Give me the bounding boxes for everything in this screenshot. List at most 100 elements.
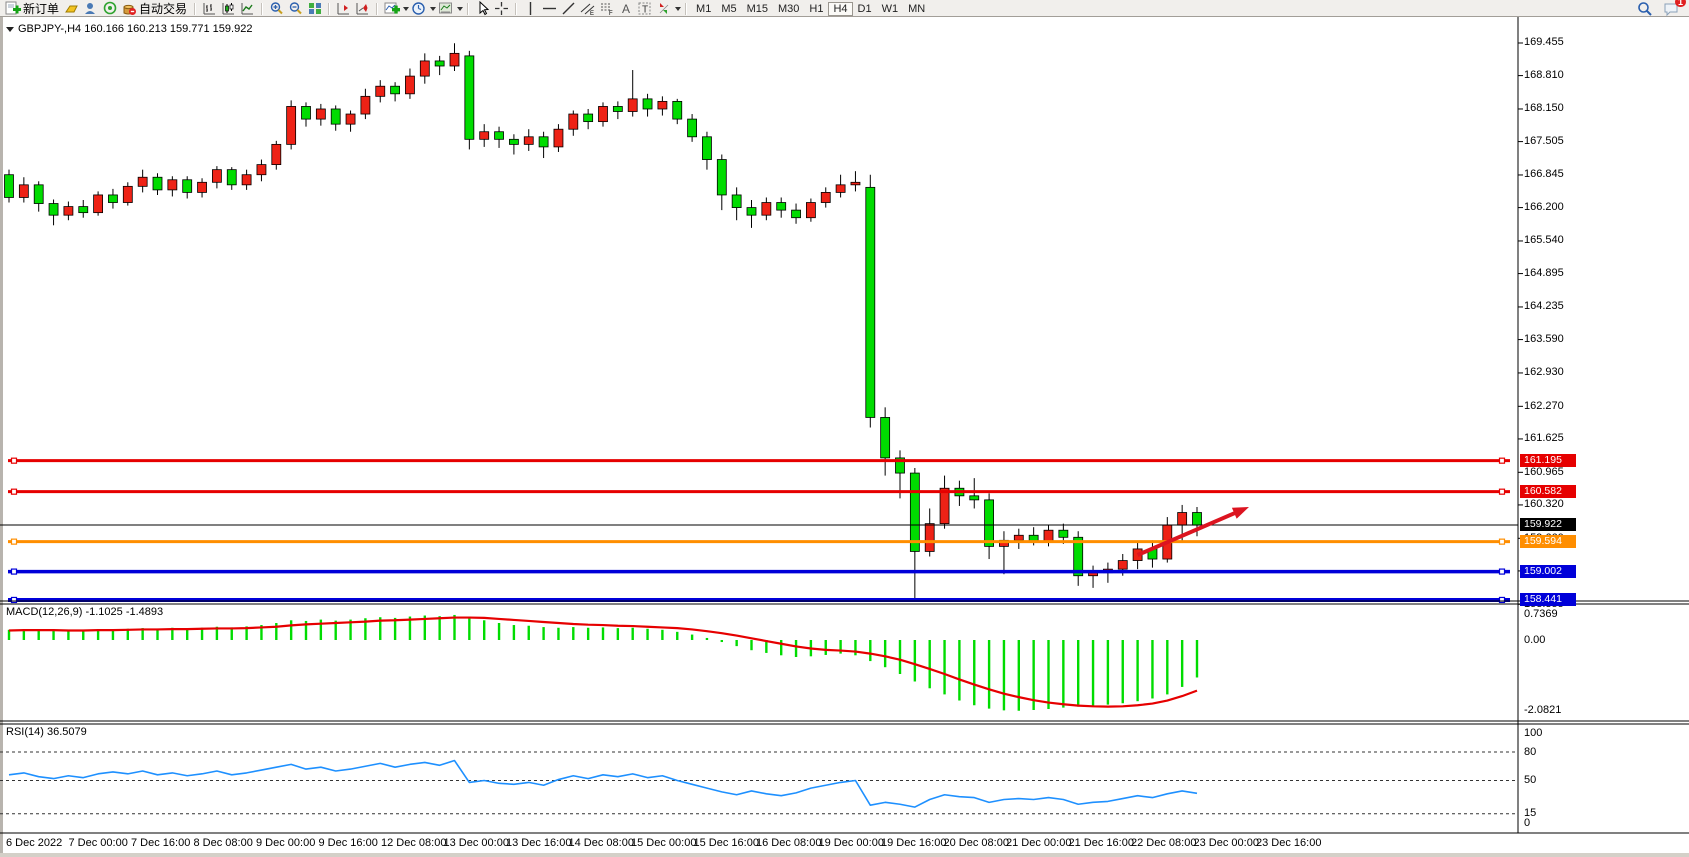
candle-body (1192, 512, 1202, 526)
periods-caret[interactable] (430, 6, 437, 11)
level-line-anchor[interactable] (10, 457, 18, 464)
timeframe-MN[interactable]: MN (908, 2, 926, 15)
arrow-annotation[interactable] (1136, 506, 1249, 557)
text-icon[interactable]: A (617, 1, 634, 16)
price-axis-label: 160.965 (1524, 465, 1564, 478)
toolbar-separator (467, 2, 470, 15)
time-axis-label: 15 Dec 00:00 (631, 837, 697, 849)
level-line-anchor[interactable] (1498, 568, 1506, 575)
candle-body (241, 174, 252, 186)
level-line-anchor[interactable] (1498, 488, 1506, 495)
zoom-out-icon[interactable] (287, 1, 304, 16)
candle-body (702, 136, 712, 160)
price-axis-label: 168.810 (1524, 69, 1564, 82)
search-icon[interactable] (1636, 1, 1654, 16)
price-axis-label: 162.270 (1524, 399, 1564, 412)
candle-body (256, 164, 267, 176)
time-axis-label: 13 Dec 00:00 (443, 837, 509, 849)
candle-body (137, 176, 148, 187)
chart-collapse-icon[interactable] (6, 26, 14, 32)
crosshair-icon[interactable] (493, 1, 510, 16)
notifications-icon[interactable]: 1 (1663, 0, 1686, 16)
price-axis-label: 167.505 (1524, 135, 1564, 148)
rsi-indicator-label: RSI(14) 36.5079 (6, 726, 87, 738)
channel-icon[interactable]: E (579, 1, 596, 16)
rsi-axis-label: 50 (1524, 774, 1537, 786)
profile-icon[interactable] (82, 1, 99, 16)
bar-chart-icon[interactable] (201, 1, 218, 16)
candle-body (806, 202, 816, 219)
price-level-badge: 159.594 (1520, 534, 1576, 548)
candle-body (33, 184, 44, 204)
zoom-in-icon[interactable] (268, 1, 285, 16)
signal-icon[interactable] (101, 1, 118, 16)
timeframe-H1[interactable]: H1 (809, 2, 824, 15)
trendline-icon[interactable] (560, 1, 577, 16)
candle-body (1058, 529, 1069, 538)
candlestick-chart-icon[interactable] (220, 1, 237, 16)
timeframe-M15[interactable]: M15 (746, 2, 768, 15)
autotrading-button[interactable]: 自动交易 (139, 2, 188, 16)
timeframe-H4[interactable]: H4 (828, 1, 853, 16)
candle-body (48, 203, 59, 216)
new-order-icon[interactable] (4, 1, 21, 16)
candle-body (479, 131, 490, 140)
level-line-anchor[interactable] (10, 596, 18, 604)
candle-body (122, 185, 133, 203)
symbol-ohlc-title: GBPJPY-,H4 160.166 160.213 159.771 159.9… (18, 23, 253, 35)
text-label-icon[interactable]: T (636, 1, 653, 16)
timeframe-M5[interactable]: M5 (721, 2, 737, 15)
level-line-anchor[interactable] (1498, 596, 1506, 604)
svg-text:E: E (590, 11, 594, 16)
tile-windows-icon[interactable] (306, 1, 323, 16)
level-line-anchor[interactable] (10, 538, 18, 545)
chart-title: GBPJPY-,H4 160.166 160.213 159.771 159.9… (6, 23, 252, 35)
candle-body (553, 128, 564, 148)
fibonacci-icon[interactable]: F (598, 1, 615, 16)
time-axis-label: 19 Dec 00:00 (818, 837, 884, 849)
horizontal-line-icon[interactable] (541, 1, 558, 16)
rsi-axis-label: 0 (1524, 816, 1531, 829)
periods-icon[interactable] (410, 1, 427, 16)
candle-body (820, 192, 831, 203)
arrows-caret[interactable] (675, 6, 682, 11)
cursor-icon[interactable] (474, 1, 491, 16)
candle-body (63, 206, 74, 216)
rsi-axis-label: 80 (1524, 745, 1537, 758)
candle-body (969, 495, 980, 501)
price-level-badge: 159.002 (1520, 564, 1576, 578)
gold-icon[interactable] (63, 1, 80, 16)
timeframe-M1[interactable]: M1 (696, 2, 712, 15)
new-order-button[interactable]: 新订单 (23, 2, 60, 16)
add-indicator-icon[interactable] (383, 1, 400, 16)
candle-body (18, 184, 29, 198)
timeframe-D1[interactable]: D1 (857, 2, 872, 15)
candle-body (657, 100, 668, 110)
svg-text:A: A (622, 2, 630, 16)
templates-icon[interactable] (437, 1, 454, 16)
line-chart-icon[interactable] (239, 1, 256, 16)
candle-body (1073, 536, 1084, 577)
level-line-anchor[interactable] (1498, 538, 1506, 545)
chart-shift-icon[interactable] (335, 1, 352, 16)
vertical-line-icon[interactable] (522, 1, 539, 16)
price-axis-label: 166.845 (1524, 168, 1564, 181)
arrows-icon[interactable] (655, 1, 672, 16)
level-line-anchor[interactable] (1498, 457, 1506, 464)
candle-body (538, 136, 549, 148)
timeframe-M30[interactable]: M30 (778, 2, 800, 15)
level-line-anchor[interactable] (10, 568, 18, 575)
svg-text:F: F (609, 11, 613, 16)
auto-scroll-icon[interactable] (354, 1, 371, 16)
add-indicator-caret[interactable] (403, 6, 410, 11)
candle-body (850, 181, 861, 186)
level-line-anchor[interactable] (10, 488, 18, 495)
timeframe-W1[interactable]: W1 (881, 2, 899, 15)
candle-body (78, 206, 89, 214)
price-axis-label: 163.590 (1524, 333, 1564, 346)
candle-body (301, 106, 311, 120)
templates-caret[interactable] (457, 6, 464, 11)
notification-count-badge: 1 (1674, 0, 1686, 7)
autotrading-icon[interactable] (120, 1, 137, 16)
